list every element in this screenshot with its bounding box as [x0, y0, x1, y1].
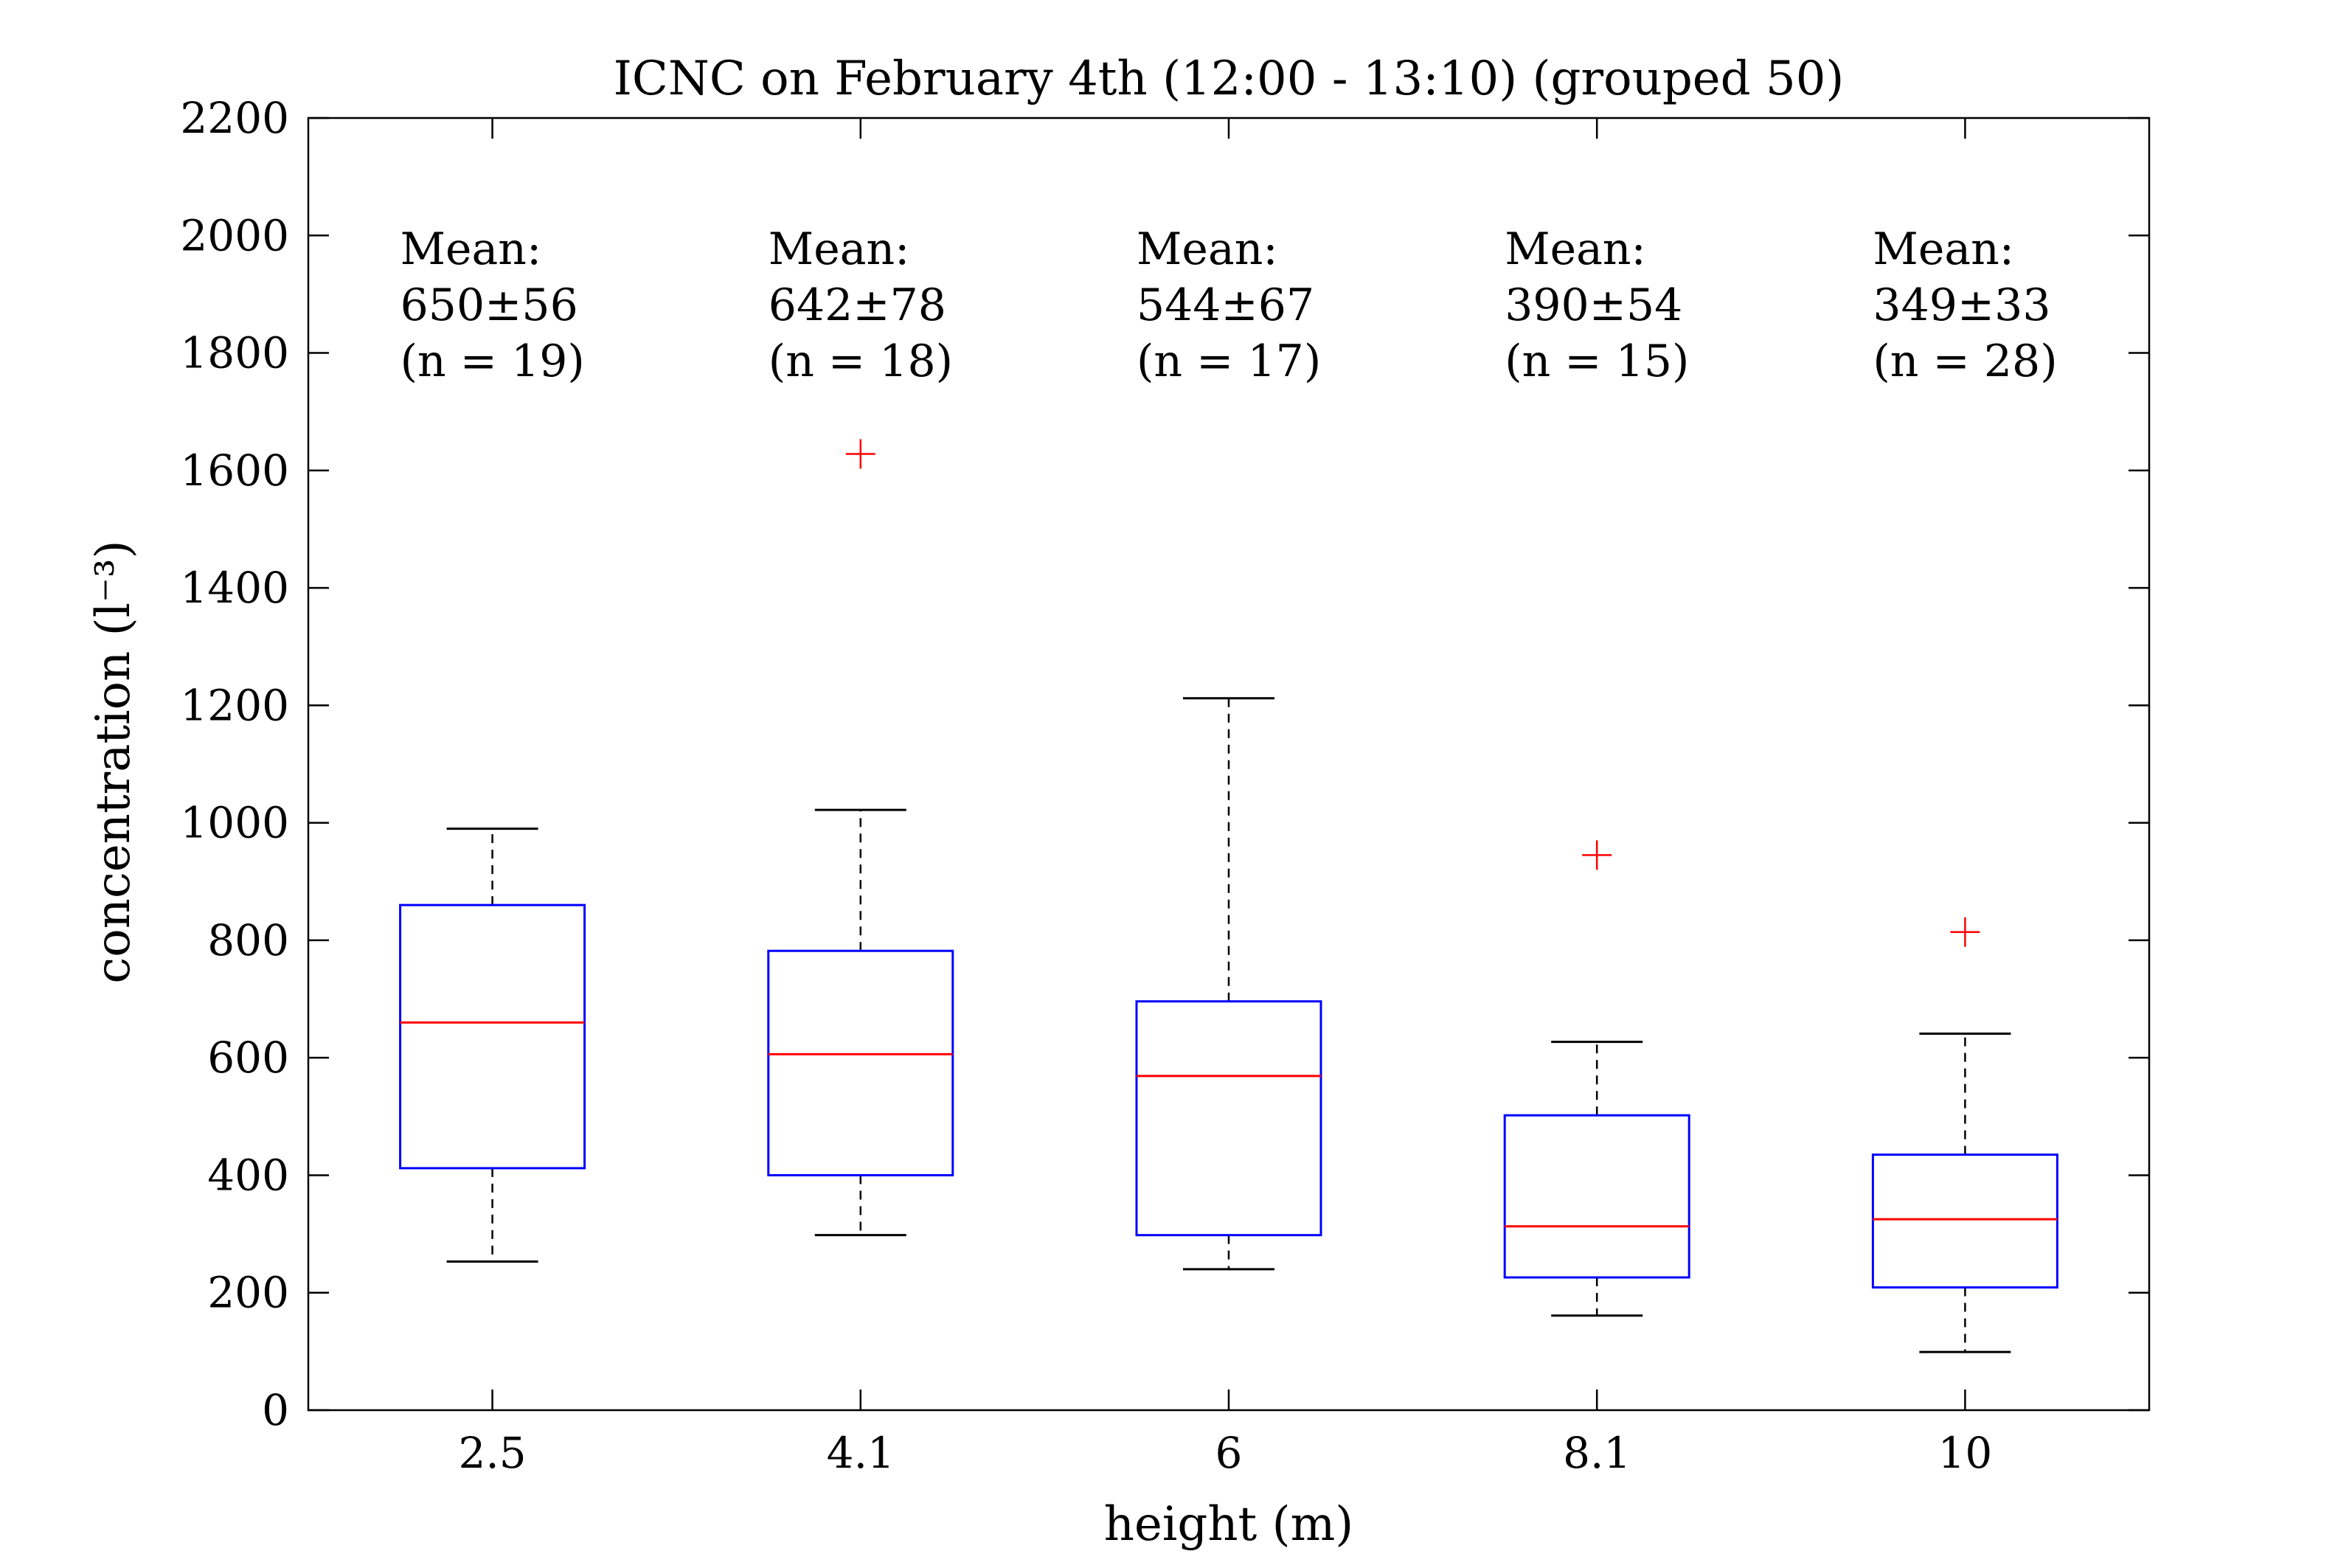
mean-label: Mean:: [769, 223, 910, 275]
y-tick-label: 2200: [180, 93, 289, 143]
sample-count: (n = 19): [400, 336, 585, 387]
mean-label: Mean:: [1505, 223, 1646, 275]
plot-area: 0 200 400 600 800 1000 1200 1400 1600 1800 2000 220…: [180, 93, 2151, 1478]
mean-label: Mean:: [1137, 223, 1278, 275]
box-iqr: [1503, 1114, 1690, 1279]
mean-value: 349±33: [1873, 280, 2050, 331]
outlier-marker: [845, 439, 875, 469]
x-tick-label: 2.5: [458, 1428, 526, 1478]
outlier-marker: [1950, 917, 1980, 947]
sample-count: (n = 15): [1505, 336, 1689, 387]
sample-count: (n = 28): [1873, 336, 2057, 387]
y-tick-label: 0: [262, 1385, 289, 1435]
mean-label: Mean:: [1873, 223, 2014, 275]
y-tick-label: 1000: [180, 798, 289, 848]
chart-title: ICNC on February 4th (12:00 - 13:10) (gr…: [614, 52, 1845, 106]
y-tick-label: 2000: [180, 210, 289, 260]
x-axis-label: height (m): [1104, 1497, 1353, 1552]
outlier-marker: [1582, 840, 1612, 870]
y-tick-label: 1600: [180, 445, 289, 496]
y-tick-label: 1800: [180, 328, 289, 378]
mean-value: 650±56: [400, 280, 578, 331]
y-tick-label: 600: [207, 1033, 289, 1083]
y-tick-label: 1200: [180, 680, 289, 730]
mean-label: Mean:: [400, 223, 542, 275]
box-iqr: [1871, 1154, 2058, 1289]
y-axis-label: concentration (l⁻³): [86, 540, 141, 983]
mean-value: 642±78: [769, 280, 946, 331]
x-tick-label: 6: [1215, 1428, 1243, 1478]
box-iqr: [767, 949, 954, 1176]
mean-value: 390±54: [1505, 280, 1682, 331]
y-tick-label: 800: [207, 915, 289, 965]
sample-count: (n = 17): [1137, 336, 1321, 387]
y-tick-label: 200: [207, 1268, 289, 1318]
x-tick-label: 4.1: [827, 1428, 895, 1478]
y-tick-label: 400: [207, 1150, 289, 1200]
x-tick-label: 10: [1938, 1428, 1992, 1478]
box-iqr: [1135, 1000, 1322, 1237]
x-tick-label: 8.1: [1563, 1428, 1631, 1478]
sample-count: (n = 18): [769, 336, 953, 387]
mean-value: 544±67: [1137, 280, 1314, 331]
y-tick-label: 1400: [180, 563, 289, 613]
box-iqr: [399, 903, 586, 1170]
